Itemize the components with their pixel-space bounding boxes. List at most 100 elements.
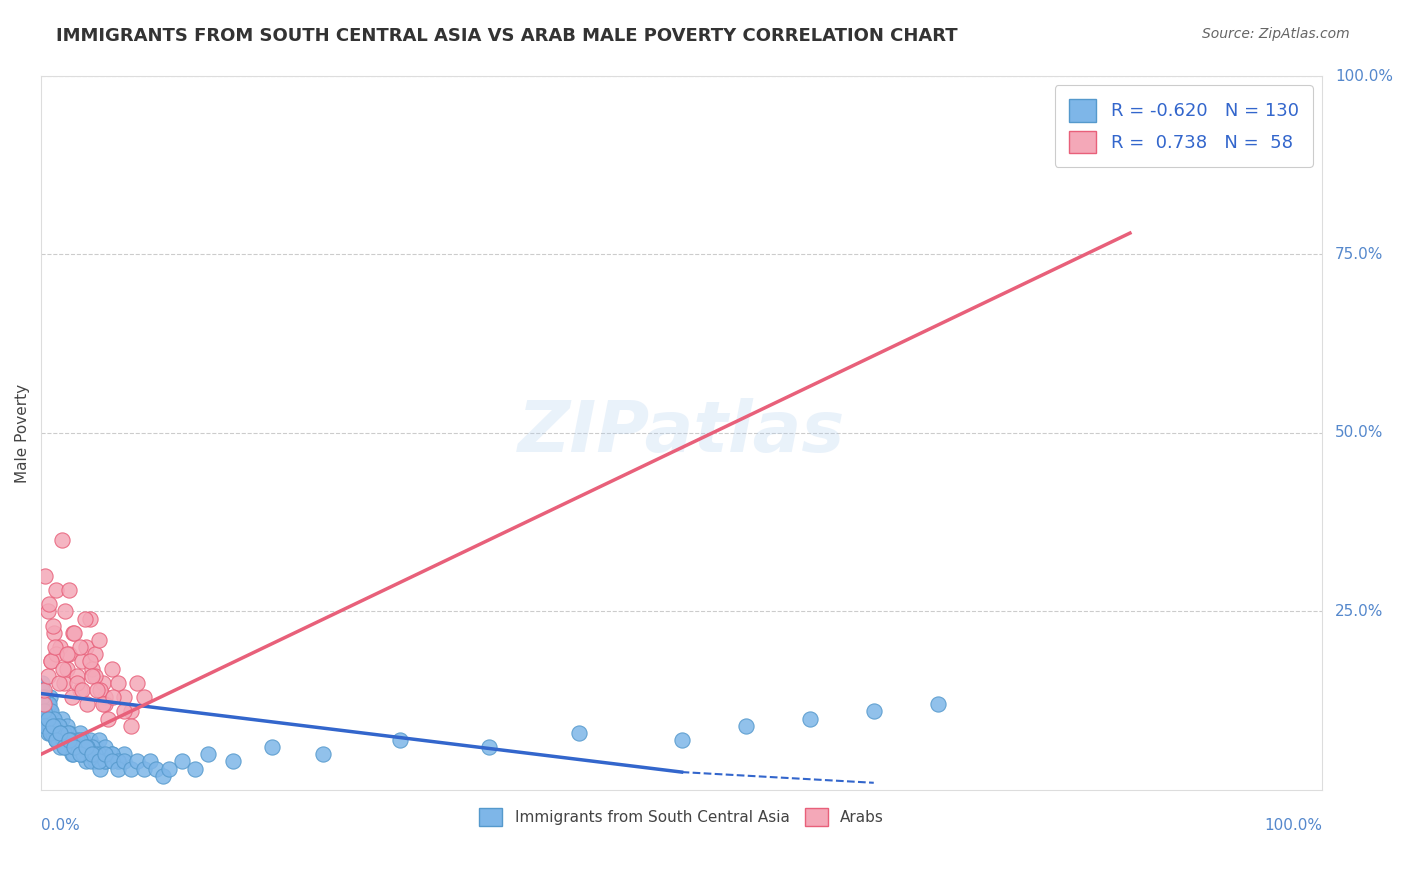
Point: [671, 733, 693, 747]
Point: [72, 747, 94, 762]
Point: [170, 755, 193, 769]
Point: [94, 740, 117, 755]
Point: [41, 719, 63, 733]
Point: [63, 625, 86, 640]
Point: [42, 712, 65, 726]
Point: [66, 676, 89, 690]
Point: [94, 690, 117, 705]
Point: [82, 747, 104, 762]
Point: [46, 719, 69, 733]
Point: [222, 755, 245, 769]
Point: [49, 640, 72, 654]
Point: [82, 662, 104, 676]
Point: [69, 747, 91, 762]
Point: [41, 712, 63, 726]
Point: [87, 747, 110, 762]
Point: [44, 726, 66, 740]
Point: [38, 698, 60, 712]
Point: [100, 755, 122, 769]
Point: [45, 733, 67, 747]
Point: [70, 683, 93, 698]
Point: [120, 705, 142, 719]
Point: [75, 740, 97, 755]
Point: [42, 625, 65, 640]
Point: [75, 640, 97, 654]
Point: [58, 726, 80, 740]
Point: [107, 755, 129, 769]
Point: [32, 698, 55, 712]
Point: [94, 747, 117, 762]
Point: [42, 719, 65, 733]
Point: [75, 740, 97, 755]
Text: 50.0%: 50.0%: [1334, 425, 1384, 441]
Point: [52, 662, 75, 676]
Point: [70, 655, 93, 669]
Point: [97, 712, 120, 726]
Point: [52, 733, 75, 747]
Point: [51, 712, 73, 726]
Point: [41, 726, 63, 740]
Point: [75, 755, 97, 769]
Point: [31, 690, 53, 705]
Point: [58, 733, 80, 747]
Point: [87, 755, 110, 769]
Point: [51, 733, 73, 747]
Point: [37, 712, 59, 726]
Point: [39, 726, 62, 740]
Point: [48, 726, 70, 740]
Point: [100, 747, 122, 762]
Point: [39, 690, 62, 705]
Text: Source: ZipAtlas.com: Source: ZipAtlas.com: [1202, 27, 1350, 41]
Point: [89, 683, 111, 698]
Point: [79, 611, 101, 625]
Point: [39, 705, 62, 719]
Point: [91, 698, 114, 712]
Point: [69, 726, 91, 740]
Point: [84, 740, 107, 755]
Point: [132, 762, 155, 776]
Point: [82, 669, 104, 683]
Point: [86, 683, 108, 698]
Point: [51, 533, 73, 547]
Point: [84, 648, 107, 662]
Point: [66, 669, 89, 683]
Point: [48, 676, 70, 690]
Point: [82, 747, 104, 762]
Point: [49, 740, 72, 755]
Point: [56, 726, 79, 740]
Point: [76, 698, 98, 712]
Point: [55, 604, 77, 618]
Point: [49, 726, 72, 740]
Point: [734, 719, 756, 733]
Point: [94, 698, 117, 712]
Point: [91, 676, 114, 690]
Point: [32, 698, 55, 712]
Point: [38, 719, 60, 733]
Point: [94, 755, 117, 769]
Point: [63, 740, 86, 755]
Point: [73, 611, 96, 625]
Point: [76, 740, 98, 755]
Point: [55, 662, 77, 676]
Point: [66, 733, 89, 747]
Point: [58, 648, 80, 662]
Point: [35, 712, 58, 726]
Point: [45, 733, 67, 747]
Point: [55, 648, 77, 662]
Point: [45, 648, 67, 662]
Point: [91, 747, 114, 762]
Point: [82, 740, 104, 755]
Legend: Immigrants from South Central Asia, Arabs: Immigrants from South Central Asia, Arab…: [474, 801, 890, 832]
Point: [35, 719, 58, 733]
Point: [139, 755, 162, 769]
Point: [100, 747, 122, 762]
Point: [34, 705, 56, 719]
Text: 25.0%: 25.0%: [1334, 604, 1384, 619]
Point: [80, 755, 103, 769]
Text: ZIPatlas: ZIPatlas: [517, 399, 845, 467]
Point: [70, 740, 93, 755]
Point: [145, 762, 167, 776]
Point: [35, 705, 58, 719]
Point: [45, 733, 67, 747]
Point: [37, 698, 59, 712]
